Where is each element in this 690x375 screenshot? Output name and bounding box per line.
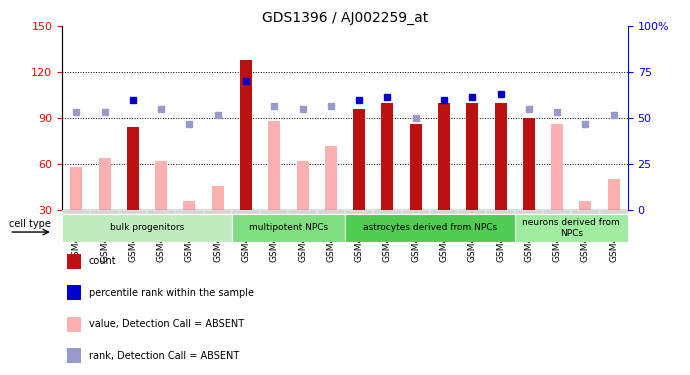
Bar — [515, 214, 628, 242]
Bar — [288, 210, 317, 214]
Bar — [382, 103, 393, 210]
Bar — [184, 201, 195, 210]
Bar — [345, 214, 515, 242]
Bar — [297, 161, 308, 210]
Bar — [458, 210, 486, 214]
Bar — [486, 210, 515, 214]
Bar — [402, 210, 430, 214]
Bar — [438, 103, 450, 210]
Bar — [317, 210, 345, 214]
Bar — [240, 60, 252, 210]
Bar — [608, 179, 620, 210]
Bar — [373, 210, 402, 214]
Bar — [466, 103, 478, 210]
Text: cell type: cell type — [10, 219, 51, 229]
Bar — [600, 210, 628, 214]
Bar — [268, 121, 280, 210]
Bar — [62, 214, 232, 242]
Bar — [430, 210, 458, 214]
Bar — [232, 214, 345, 242]
Bar — [67, 254, 81, 269]
Title: GDS1396 / AJ002259_at: GDS1396 / AJ002259_at — [262, 11, 428, 25]
Bar — [212, 186, 224, 210]
Bar — [67, 316, 81, 332]
Bar — [70, 167, 82, 210]
Bar — [67, 285, 81, 300]
Bar — [155, 161, 167, 210]
Bar — [232, 210, 260, 214]
Bar — [571, 210, 600, 214]
Text: bulk progenitors: bulk progenitors — [110, 224, 184, 232]
Bar — [523, 118, 535, 210]
Bar — [119, 210, 147, 214]
Text: astrocytes derived from NPCs: astrocytes derived from NPCs — [363, 224, 497, 232]
Bar — [62, 210, 90, 214]
Bar — [204, 210, 232, 214]
Bar — [353, 109, 365, 210]
Text: rank, Detection Call = ABSENT: rank, Detection Call = ABSENT — [88, 351, 239, 360]
Bar — [580, 201, 591, 210]
Bar — [410, 124, 422, 210]
Text: value, Detection Call = ABSENT: value, Detection Call = ABSENT — [88, 319, 244, 329]
Bar — [345, 210, 373, 214]
Text: multipotent NPCs: multipotent NPCs — [249, 224, 328, 232]
Bar — [551, 124, 563, 210]
Bar — [147, 210, 175, 214]
Bar — [515, 210, 543, 214]
Text: percentile rank within the sample: percentile rank within the sample — [88, 288, 254, 298]
Bar — [127, 128, 139, 210]
Text: neurons derived from
NPCs: neurons derived from NPCs — [522, 218, 620, 237]
Bar — [175, 210, 204, 214]
Bar — [260, 210, 288, 214]
Bar — [325, 146, 337, 210]
Bar — [67, 348, 81, 363]
Bar — [543, 210, 571, 214]
Bar — [99, 158, 110, 210]
Bar — [90, 210, 119, 214]
Text: count: count — [88, 256, 117, 266]
Bar — [495, 103, 506, 210]
